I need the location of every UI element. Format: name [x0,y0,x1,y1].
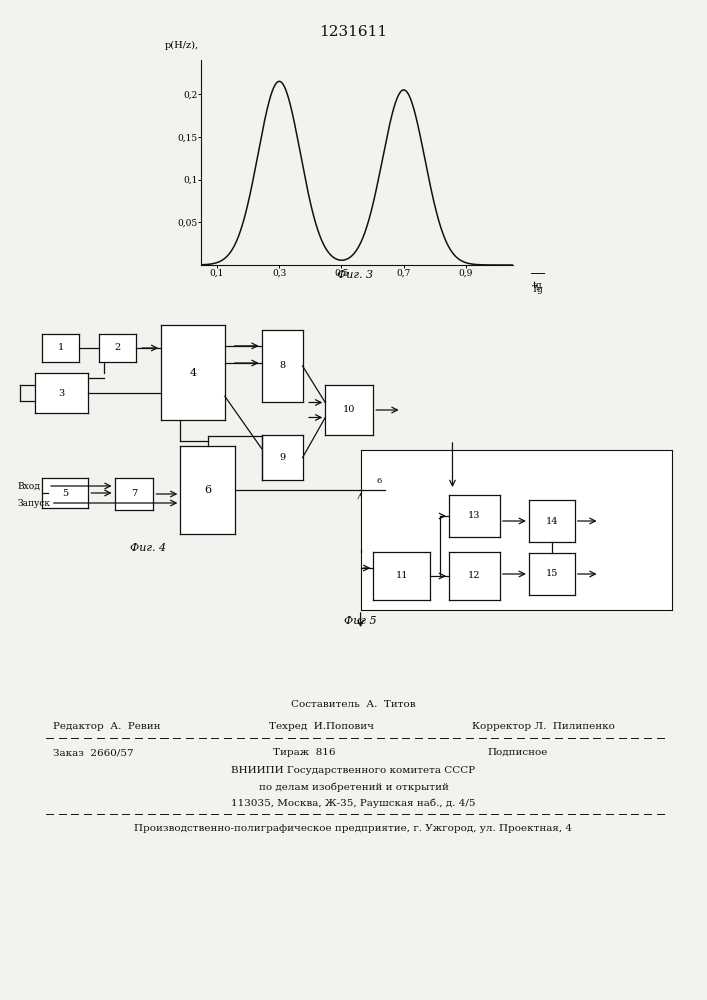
Text: 113035, Москва, Ж-35, Раушская наб., д. 4/5: 113035, Москва, Ж-35, Раушская наб., д. … [231,798,476,808]
Text: 2: 2 [115,344,120,353]
Text: 13: 13 [468,512,481,520]
Text: Подписное: Подписное [488,748,548,757]
Text: Производственно-полиграфическое предприятие, г. Ужгород, ул. Проектная, 4: Производственно-полиграфическое предприя… [134,824,573,833]
Text: 8: 8 [279,361,285,370]
Text: Редактор  А.  Ревин: Редактор А. Ревин [53,722,160,731]
Text: Фиг. 3: Фиг. 3 [337,270,373,280]
Text: 7: 7 [131,489,137,498]
Text: 10: 10 [343,406,356,414]
Text: p(H/z),: p(H/z), [164,41,199,50]
Text: Фиг. 4: Фиг. 4 [130,543,167,553]
Text: 9: 9 [279,453,285,462]
Text: 4: 4 [189,367,197,377]
Text: Корректор Л.  Пилипенко: Корректор Л. Пилипенко [472,722,615,731]
Text: Техред  И.Попович: Техред И.Попович [269,722,374,731]
Text: Запуск: Запуск [18,498,50,508]
Text: 12: 12 [468,572,481,580]
Text: Составитель  А.  Титов: Составитель А. Титов [291,700,416,709]
Text: 3: 3 [59,388,65,397]
Text: ВНИИПИ Государственного комитета СССР: ВНИИПИ Государственного комитета СССР [231,766,476,775]
Text: 1231611: 1231611 [320,25,387,39]
Text: Вход: Вход [18,482,40,490]
Text: 6: 6 [377,477,382,485]
Text: 14: 14 [546,516,558,526]
Text: 15: 15 [546,570,558,578]
Text: по делам изобретений и открытий: по делам изобретений и открытий [259,782,448,792]
Text: Тираж  816: Тираж 816 [273,748,335,757]
Text: Фиг 5: Фиг 5 [344,616,377,626]
Text: 1: 1 [58,344,64,353]
Text: 11: 11 [395,572,408,580]
Text: Tg: Tg [532,286,544,294]
Text: 6: 6 [204,485,211,495]
Text: 5: 5 [62,488,69,497]
Text: Заказ  2660/57: Заказ 2660/57 [53,748,134,757]
Text: tg: tg [532,281,542,290]
